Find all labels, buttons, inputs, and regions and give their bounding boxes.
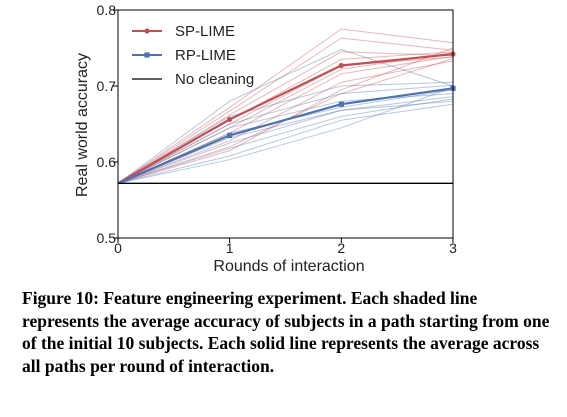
shaded-line-sp-lime-3 bbox=[117, 51, 454, 184]
shaded-line-rp-lime-16 bbox=[117, 100, 454, 184]
legend-marker-rp-lime bbox=[144, 52, 150, 58]
y-tick-label: 0.7 bbox=[97, 78, 117, 94]
series-line-rp-lime bbox=[117, 87, 454, 185]
x-axis-label: Rounds of interaction bbox=[213, 258, 364, 275]
x-tick-label: 3 bbox=[449, 240, 457, 256]
axes bbox=[113, 9, 454, 243]
figure-caption: Figure 10: Feature engineering experimen… bbox=[22, 288, 550, 376]
point-sp-lime-2 bbox=[338, 62, 344, 69]
shaded-line-sp-lime-2 bbox=[117, 51, 454, 184]
y-tick-label: 0.5 bbox=[97, 230, 117, 246]
series-line-sp-lime bbox=[117, 53, 454, 185]
legend-label-rp-lime: RP-LIME bbox=[175, 47, 236, 64]
legend-marker-sp-lime bbox=[144, 28, 150, 34]
legend: SP-LIME RP-LIME No cleaning bbox=[132, 23, 254, 88]
shaded-line-sp-lime-0 bbox=[117, 28, 454, 184]
y-tick-label: 0.8 bbox=[97, 2, 117, 18]
point-rp-lime-2 bbox=[338, 101, 344, 107]
shaded-line-sp-lime-5 bbox=[117, 52, 454, 184]
line-chart: 0 1 2 3 0.5 0.6 0.7 0.8 Rounds of interaction R… bbox=[74, 2, 458, 275]
shaded-line-rp-lime-12 bbox=[117, 84, 454, 184]
legend-label-sp-lime: SP-LIME bbox=[175, 23, 235, 40]
point-sp-lime-1 bbox=[227, 116, 233, 123]
shaded-line-rp-lime-13 bbox=[117, 93, 454, 184]
shaded-lines bbox=[117, 28, 454, 184]
shaded-line-rp-lime-10 bbox=[117, 48, 454, 184]
y-tick-label: 0.6 bbox=[97, 154, 117, 170]
shaded-line-rp-lime-18 bbox=[117, 103, 454, 184]
plot-frame bbox=[117, 9, 454, 239]
x-tick-label: 2 bbox=[337, 240, 345, 256]
tick-labels: 0 1 2 3 0.5 0.6 0.7 0.8 bbox=[97, 2, 458, 256]
shaded-line-rp-lime-11 bbox=[117, 81, 454, 184]
shaded-line-sp-lime-7 bbox=[117, 60, 454, 184]
point-rp-lime-1 bbox=[227, 132, 233, 138]
shaded-line-sp-lime-4 bbox=[117, 56, 454, 184]
legend-label-no-cleaning: No cleaning bbox=[175, 71, 254, 88]
shaded-line-rp-lime-15 bbox=[117, 96, 454, 184]
shaded-line-rp-lime-17 bbox=[117, 98, 454, 184]
x-tick-label: 0 bbox=[114, 240, 122, 256]
shaded-line-rp-lime-19 bbox=[117, 87, 454, 184]
x-tick-label: 1 bbox=[226, 240, 234, 256]
series-markers bbox=[227, 51, 456, 138]
series-lines bbox=[117, 53, 454, 185]
shaded-line-sp-lime-1 bbox=[117, 37, 454, 184]
y-axis-label: Real world accuracy bbox=[74, 53, 91, 197]
